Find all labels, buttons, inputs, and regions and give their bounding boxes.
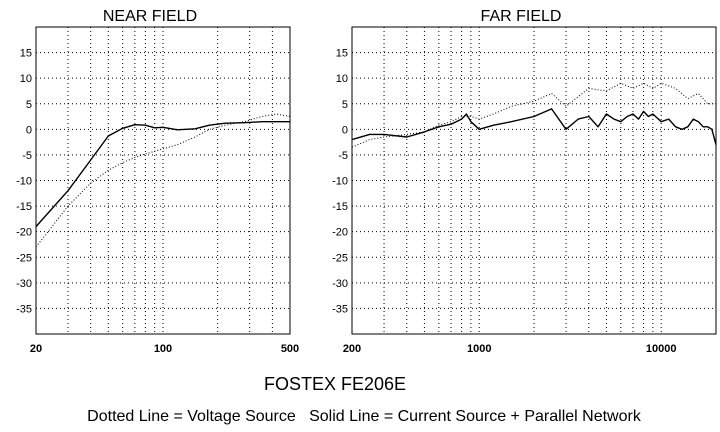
chart-title: FAR FIELD xyxy=(481,8,562,25)
y-tick-label: -20 xyxy=(16,227,32,239)
y-tick-label: 0 xyxy=(342,124,348,136)
series-layer xyxy=(35,113,291,248)
x-tick-label: 200 xyxy=(343,343,361,355)
y-tick-label: -25 xyxy=(16,252,32,264)
y-tick-label: -15 xyxy=(332,201,348,213)
grid xyxy=(36,27,290,334)
plot-frame xyxy=(35,26,291,335)
axis-ticks: 15 10 5 0 -5 -10 -15 -20 -25 -30 -35 200 1000 10000 xyxy=(332,48,676,355)
y-tick-label: -15 xyxy=(16,201,32,213)
y-tick-label: -30 xyxy=(16,278,32,290)
x-tick-label: 1000 xyxy=(467,343,491,355)
y-tick-label: -35 xyxy=(16,303,32,315)
y-tick-label: 15 xyxy=(336,48,348,60)
figure-caption: FOSTEX FE206E xyxy=(264,374,406,394)
legend-text: Dotted Line = Voltage Source Solid Line … xyxy=(87,408,642,425)
y-tick-label: -25 xyxy=(332,252,348,264)
chart-title: NEAR FIELD xyxy=(103,8,197,25)
y-tick-label: 10 xyxy=(20,73,32,85)
y-tick-label: -5 xyxy=(338,150,348,162)
series-line-solid xyxy=(351,108,717,145)
y-tick-label: 0 xyxy=(26,124,32,136)
x-tick-label: 20 xyxy=(30,343,42,355)
x-tick-label: 500 xyxy=(281,343,299,355)
y-tick-label: -20 xyxy=(332,227,348,239)
grid xyxy=(352,27,716,334)
y-tick-label: -5 xyxy=(22,150,32,162)
series-layer xyxy=(351,82,717,148)
y-tick-label: -10 xyxy=(332,176,348,188)
axis-ticks: 15 10 5 0 -5 -10 -15 -20 -25 -30 -35 20 100 500 xyxy=(16,48,299,355)
x-tick-label: 100 xyxy=(154,343,172,355)
y-tick-label: 15 xyxy=(20,48,32,60)
y-tick-label: 5 xyxy=(26,99,32,111)
y-tick-label: -35 xyxy=(332,303,348,315)
plot-frame xyxy=(351,26,717,335)
x-tick-label: 10000 xyxy=(646,343,677,355)
y-tick-label: -30 xyxy=(332,278,348,290)
series-line-solid xyxy=(35,120,290,228)
y-tick-label: 5 xyxy=(342,99,348,111)
y-tick-label: 10 xyxy=(336,73,348,85)
y-tick-label: -10 xyxy=(16,176,32,188)
